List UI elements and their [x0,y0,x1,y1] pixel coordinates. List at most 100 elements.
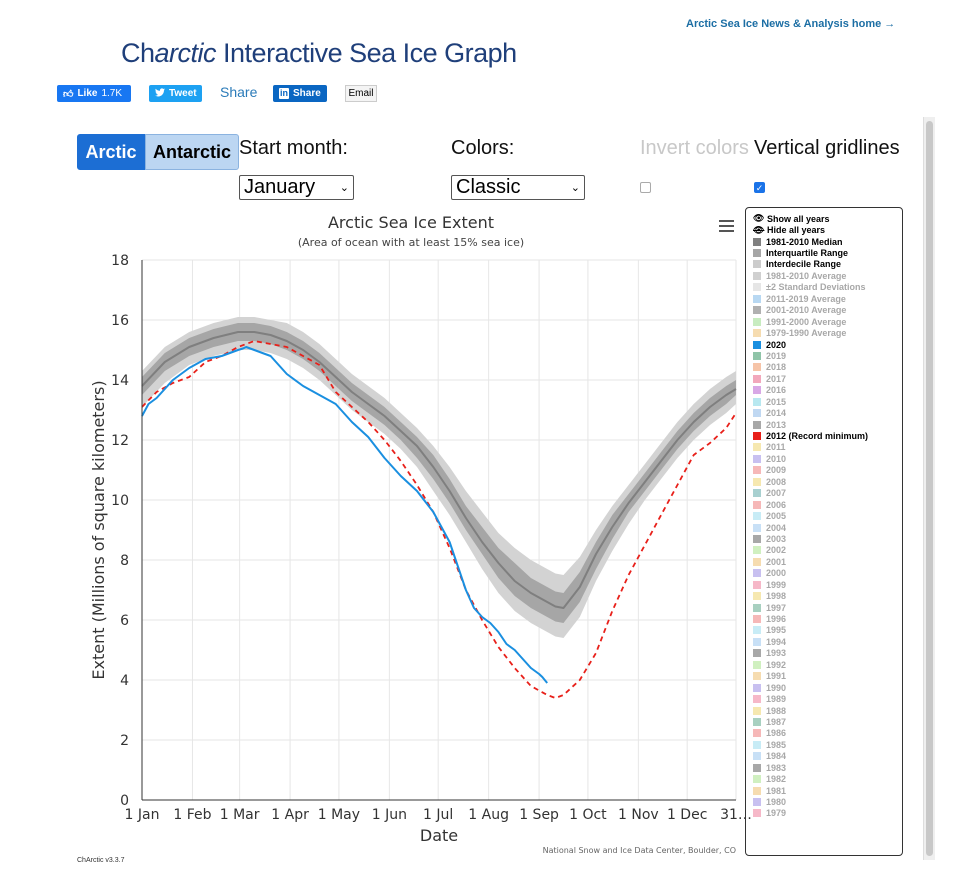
legend-item-label: 2018 [766,362,787,373]
start-month-label: Start month: [239,137,348,159]
legend-item[interactable]: 1988 [753,705,902,716]
legend-item[interactable]: 1984 [753,751,902,762]
legend-item[interactable]: 1986 [753,728,902,739]
legend-item[interactable]: 1981 [753,785,902,796]
hide-all-years-button[interactable]: 👁︎ Hide all years [753,224,902,236]
legend-swatch [753,363,761,372]
tweet-button[interactable]: Tweet [149,85,202,102]
legend-item-label: 2016 [766,385,787,396]
legend-item-label: 2011-2019 Average [766,293,846,304]
legend-item[interactable]: 1987 [753,716,902,727]
legend-item[interactable]: 2009 [753,465,902,476]
interquartile-range-band [142,323,736,623]
start-month-select[interactable]: January ⌄ [239,175,354,200]
legend-item[interactable]: 2013 [753,419,902,430]
arctic-toggle-button[interactable]: Arctic [77,134,145,170]
legend-item[interactable]: 2019 [753,350,902,361]
legend-item[interactable]: 1981-2010 Average [753,270,902,281]
legend-item[interactable]: 1979-1990 Average [753,327,902,338]
colors-select[interactable]: Classic ⌄ [451,175,585,200]
legend-item[interactable]: 2000 [753,568,902,579]
legend-item[interactable]: 2010 [753,453,902,464]
legend-item-label: 2004 [766,522,787,533]
legend-item[interactable]: 2003 [753,533,902,544]
legend-swatch [753,717,761,726]
x-tick-label: 1 Oct [569,807,607,823]
legend-swatch [753,443,761,452]
legend-item[interactable]: 1994 [753,636,902,647]
legend-item[interactable]: 2016 [753,385,902,396]
legend-item[interactable]: 2015 [753,396,902,407]
legend-item[interactable]: 1997 [753,602,902,613]
y-axis-title: Extent (Millions of square kilometers) [89,380,108,679]
legend-item[interactable]: 2001-2010 Average [753,305,902,316]
legend-item[interactable]: 2014 [753,407,902,418]
share-link[interactable]: Share [220,84,258,100]
legend-item[interactable]: 2012 (Record minimum) [753,430,902,441]
legend-item[interactable]: 1991-2000 Average [753,316,902,327]
y-tick-label: 18 [111,253,129,269]
show-all-years-button[interactable]: 👁︎ Show all years [753,213,902,224]
scrollbar-thumb[interactable] [926,121,933,856]
legend-item[interactable]: Interquartile Range [753,247,902,258]
invert-colors-checkbox[interactable] [640,182,651,193]
version-label: ChArctic v3.3.7 [77,857,125,864]
chart-menu-icon[interactable] [719,220,734,232]
legend-item[interactable]: 1992 [753,659,902,670]
legend-item[interactable]: 1995 [753,625,902,636]
legend-item[interactable]: 1998 [753,590,902,601]
legend-item[interactable]: Interdecile Range [753,259,902,270]
x-tick-label: 1 Nov [618,807,659,823]
legend-item[interactable]: 2017 [753,373,902,384]
legend-item-label: 2012 (Record minimum) [766,431,869,442]
legend-item[interactable]: 1993 [753,648,902,659]
antarctic-toggle-button[interactable]: Antarctic [145,134,239,170]
vertical-gridlines-checkbox[interactable]: ✓ [754,182,765,193]
legend-item[interactable]: 2004 [753,522,902,533]
legend-item-label: 2001-2010 Average [766,305,847,316]
facebook-like-button[interactable]: 👍︎ Like 1.7K [57,85,131,102]
y-tick-label: 4 [120,673,129,689]
legend-item-label: 2006 [766,499,787,510]
legend-item[interactable]: 2018 [753,362,902,373]
email-button[interactable]: Email [345,85,377,102]
legend-item-label: 2019 [766,350,787,361]
legend-item[interactable]: 2011-2019 Average [753,293,902,304]
median-line [141,331,737,609]
legend-item[interactable]: 2001 [753,556,902,567]
legend-item[interactable]: 2005 [753,510,902,521]
legend-swatch [753,786,761,795]
legend-item-label: 2007 [766,488,787,499]
legend-item[interactable]: 1981-2010 Median [753,236,902,247]
legend-item-label: 1992 [766,659,787,670]
legend-item[interactable]: ±2 Standard Deviations [753,282,902,293]
legend-item[interactable]: 2011 [753,442,902,453]
legend-item[interactable]: 2007 [753,488,902,499]
legend-item[interactable]: 1999 [753,579,902,590]
legend-item[interactable]: 1996 [753,613,902,624]
legend-item[interactable]: 2006 [753,499,902,510]
legend-item[interactable]: 1990 [753,682,902,693]
legend-swatch [753,706,761,715]
legend-item[interactable]: 1983 [753,762,902,773]
scrollbar[interactable] [923,117,935,860]
legend-item[interactable]: 1989 [753,693,902,704]
legend-item[interactable]: 1980 [753,796,902,807]
legend-swatch [753,294,761,303]
arctic-news-home-link[interactable]: Arctic Sea Ice News & Analysis home → [686,18,896,30]
legend-item-label: 1991-2000 Average [766,316,847,327]
legend-item[interactable]: 2020 [753,339,902,350]
chevron-down-icon: ⌄ [570,182,580,194]
legend-item[interactable]: 1985 [753,739,902,750]
linkedin-share-button[interactable]: in Share [273,85,327,102]
legend-item-label: 2015 [766,396,787,407]
linkedin-icon: in [279,88,289,99]
legend-item[interactable]: 1991 [753,671,902,682]
legend-swatch [753,271,761,280]
legend-item[interactable]: 1979 [753,808,902,819]
legend-item[interactable]: 2008 [753,476,902,487]
legend-item[interactable]: 2002 [753,545,902,556]
x-tick-label: 1 Aug [468,807,509,823]
legend-item[interactable]: 1982 [753,773,902,784]
